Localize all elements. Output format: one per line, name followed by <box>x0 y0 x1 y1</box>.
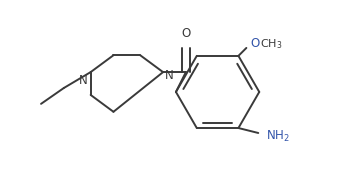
Text: CH$_3$: CH$_3$ <box>260 37 283 51</box>
Text: O: O <box>250 37 260 50</box>
Text: N: N <box>79 74 88 87</box>
Text: NH$_2$: NH$_2$ <box>266 128 290 143</box>
Text: O: O <box>181 27 191 40</box>
Text: N: N <box>165 69 174 82</box>
